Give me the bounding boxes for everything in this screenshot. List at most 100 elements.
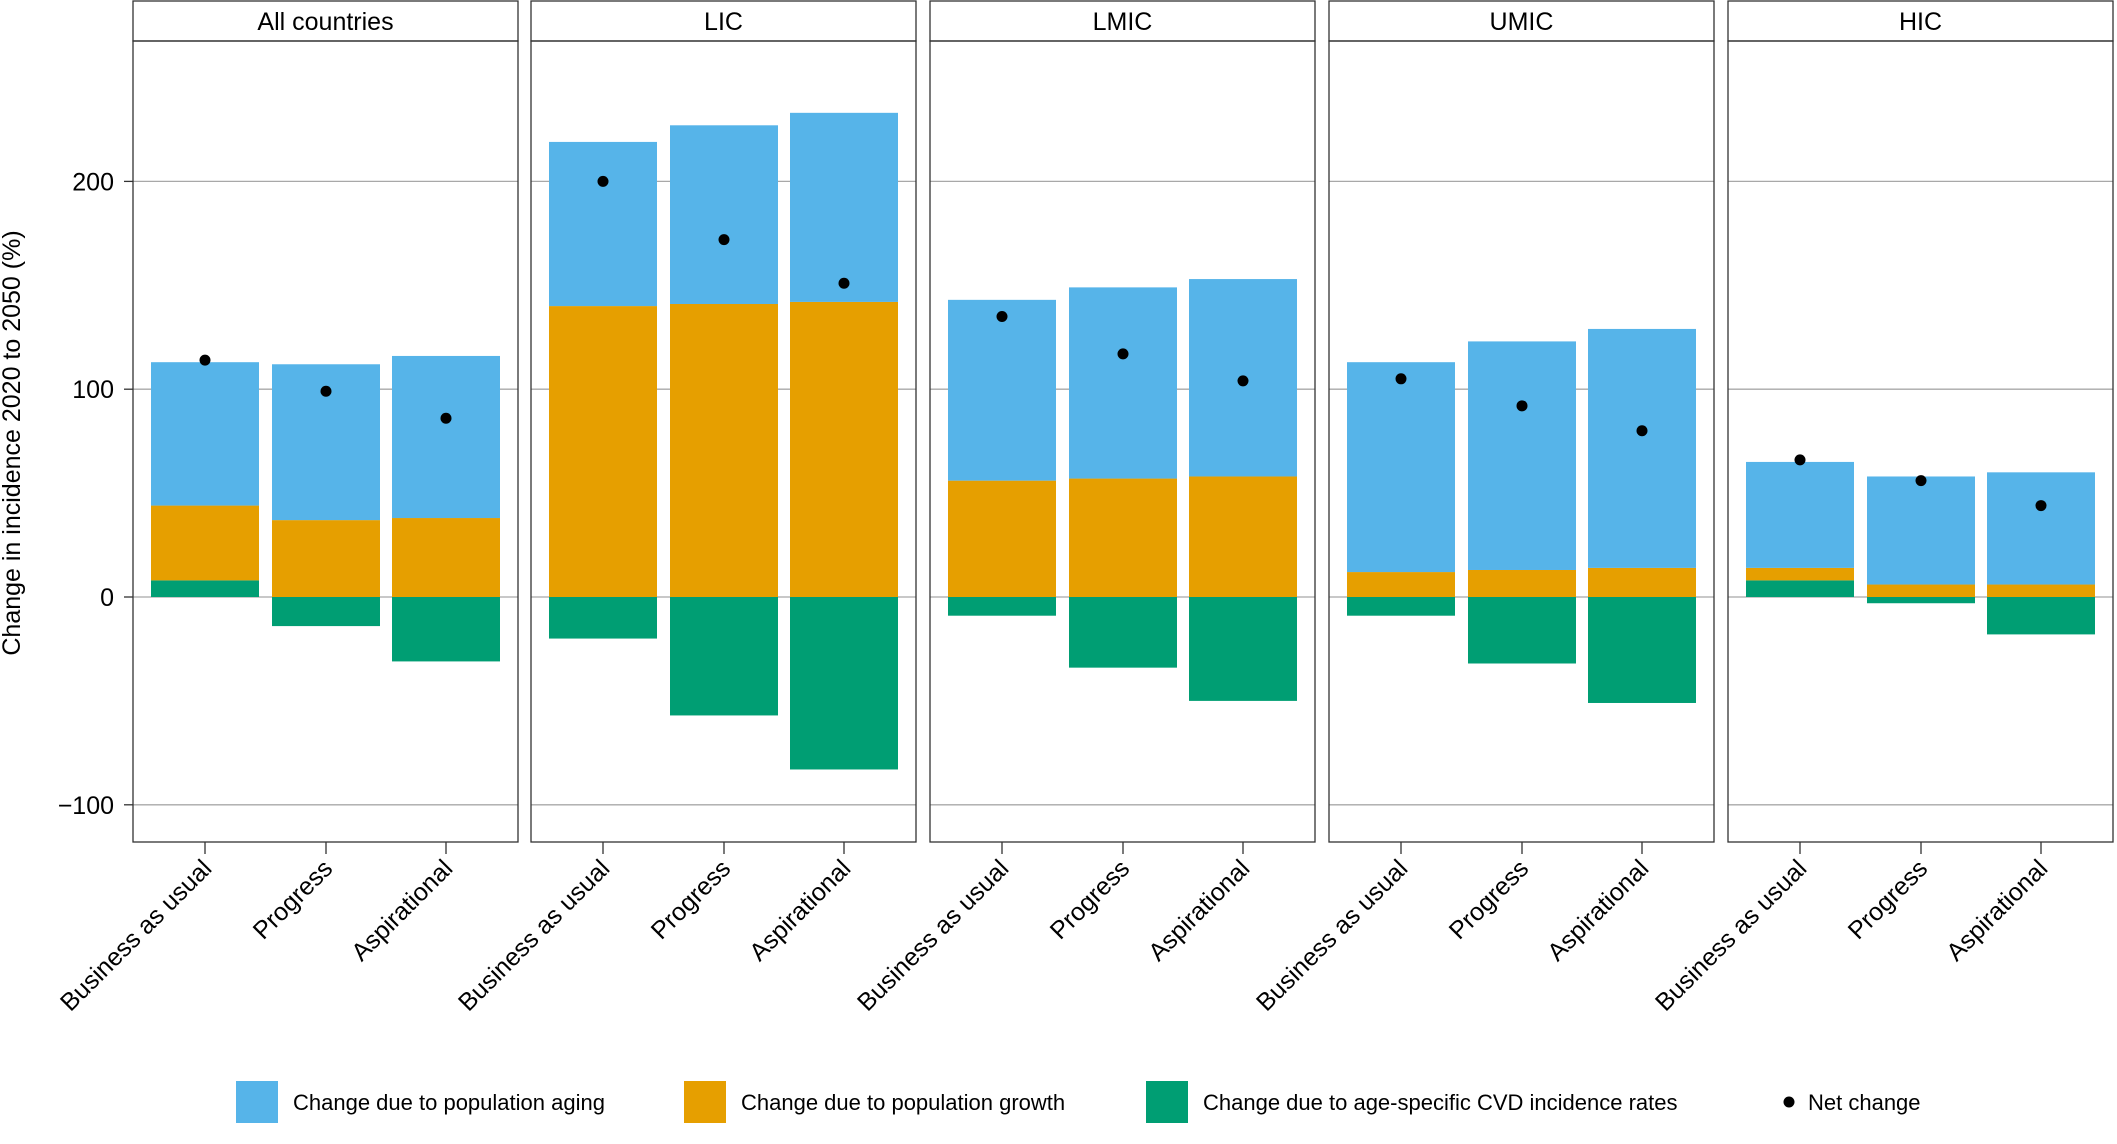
legend-item-net-change: Net change [1783, 1090, 1921, 1115]
rates-bar [1987, 597, 2095, 635]
legend-point [1783, 1096, 1795, 1108]
panel-border [132, 40, 519, 843]
rates-bar [1746, 580, 1854, 597]
y-tick-label: 200 [72, 168, 114, 196]
x-tick-label: Business as usual [852, 854, 1014, 1016]
net-change-point [1636, 425, 1648, 437]
x-tick-label: Progress [1843, 854, 1934, 945]
rates-bar [549, 597, 657, 639]
growth-bar [948, 480, 1056, 597]
net-change-point [1395, 373, 1407, 385]
rates-bar [272, 597, 380, 627]
y-axis: −100 0 100 200 [58, 168, 133, 820]
rates-bar [1867, 597, 1975, 604]
panel-umic: UMIC Business as usual Progress Aspirationa… [1251, 0, 1715, 1017]
growth-bar [151, 505, 259, 581]
x-tick-label: Business as usual [1650, 854, 1812, 1016]
x-tick-label: Aspirational [744, 854, 856, 966]
aging-bar [151, 362, 259, 506]
x-tick-label: Aspirational [346, 854, 458, 966]
panel-border [1727, 40, 2114, 843]
aging-bar [1867, 476, 1975, 585]
y-tick-label: 0 [100, 584, 114, 612]
panel-lic: LIC Business as usual Progress Aspirational [453, 0, 917, 1017]
panel-border [1328, 40, 1715, 843]
rates-bar [790, 597, 898, 770]
x-tick-label: Progress [248, 854, 339, 945]
growth-bar [549, 306, 657, 597]
x-tick-label: Progress [1444, 854, 1535, 945]
y-axis-title-group: Change in incidence 2020 to 2050 (%) [0, 230, 26, 655]
aging-bar [790, 112, 898, 302]
x-tick-label: Aspirational [1143, 854, 1255, 966]
growth-bar [1069, 478, 1177, 597]
panel-title: HIC [1899, 8, 1942, 36]
legend-swatch [684, 1081, 726, 1123]
panel-lmic: LMIC Business as usual Progress Aspirationa… [852, 0, 1316, 1017]
legend-label: Change due to population aging [293, 1090, 605, 1115]
panel-strip [132, 0, 519, 42]
x-tick-label: Business as usual [453, 854, 615, 1016]
growth-bar [1347, 572, 1455, 597]
rates-bar [1347, 597, 1455, 616]
legend-label: Change due to age-specific CVD incidence… [1203, 1090, 1678, 1115]
aging-bar [1347, 362, 1455, 573]
legend-item-change-due-to-age-specific-cvd-incidence-rates: Change due to age-specific CVD incidence… [1146, 1081, 1678, 1123]
aging-bar [1746, 461, 1854, 568]
aging-bar [1069, 287, 1177, 479]
panel-title: LIC [704, 8, 743, 36]
aging-bar [549, 141, 657, 307]
x-tick-label: Business as usual [55, 854, 217, 1016]
rates-bar [1189, 597, 1297, 701]
x-tick-label: Aspirational [1941, 854, 2053, 966]
growth-bar [790, 301, 898, 597]
net-change-point [2035, 500, 2047, 512]
panel-all-countries: All countries Business as usual Progress As… [55, 0, 519, 1017]
panel-title: All countries [257, 8, 393, 36]
x-tick-label: Progress [646, 854, 737, 945]
net-change-point [718, 234, 730, 246]
rates-bar [151, 580, 259, 597]
net-change-point [440, 412, 452, 424]
rates-bar [392, 597, 500, 662]
net-change-point [320, 385, 332, 397]
growth-bar [1867, 584, 1975, 597]
aging-bar [392, 355, 500, 519]
growth-bar [1746, 567, 1854, 581]
net-change-point [199, 354, 211, 366]
net-change-point [1237, 375, 1249, 387]
aging-bar [1588, 328, 1696, 568]
legend-label: Change due to population growth [741, 1090, 1065, 1115]
legend-item-change-due-to-population-aging: Change due to population aging [236, 1081, 605, 1123]
aging-bar [1987, 472, 2095, 585]
x-tick-label: Business as usual [1251, 854, 1413, 1016]
growth-bar [392, 518, 500, 597]
legend-swatch [1146, 1081, 1188, 1123]
growth-bar [1588, 567, 1696, 597]
growth-bar [1468, 569, 1576, 597]
legend: Change due to population aging Change due… [236, 1081, 1921, 1123]
net-change-point [1117, 348, 1129, 360]
panel-border [929, 40, 1316, 843]
aging-bar [1468, 341, 1576, 570]
legend-label: Net change [1808, 1090, 1921, 1115]
net-change-point [597, 175, 609, 187]
net-change-point [1915, 475, 1927, 487]
growth-bar [272, 520, 380, 597]
rates-bar [670, 597, 778, 716]
net-change-point [1794, 454, 1806, 466]
net-change-point [1516, 400, 1528, 412]
panel-strip [530, 0, 917, 42]
panel-title: UMIC [1490, 8, 1554, 36]
rates-bar [948, 597, 1056, 616]
y-tick-label: −100 [58, 792, 114, 820]
net-change-point [996, 310, 1008, 322]
aging-bar [948, 299, 1056, 481]
net-change-point [838, 277, 850, 289]
panel-border [530, 40, 917, 843]
panel-title: LMIC [1093, 8, 1153, 36]
x-tick-label: Aspirational [1542, 854, 1654, 966]
panel-hic: HIC Business as usual Progress Aspirational [1650, 0, 2114, 1017]
